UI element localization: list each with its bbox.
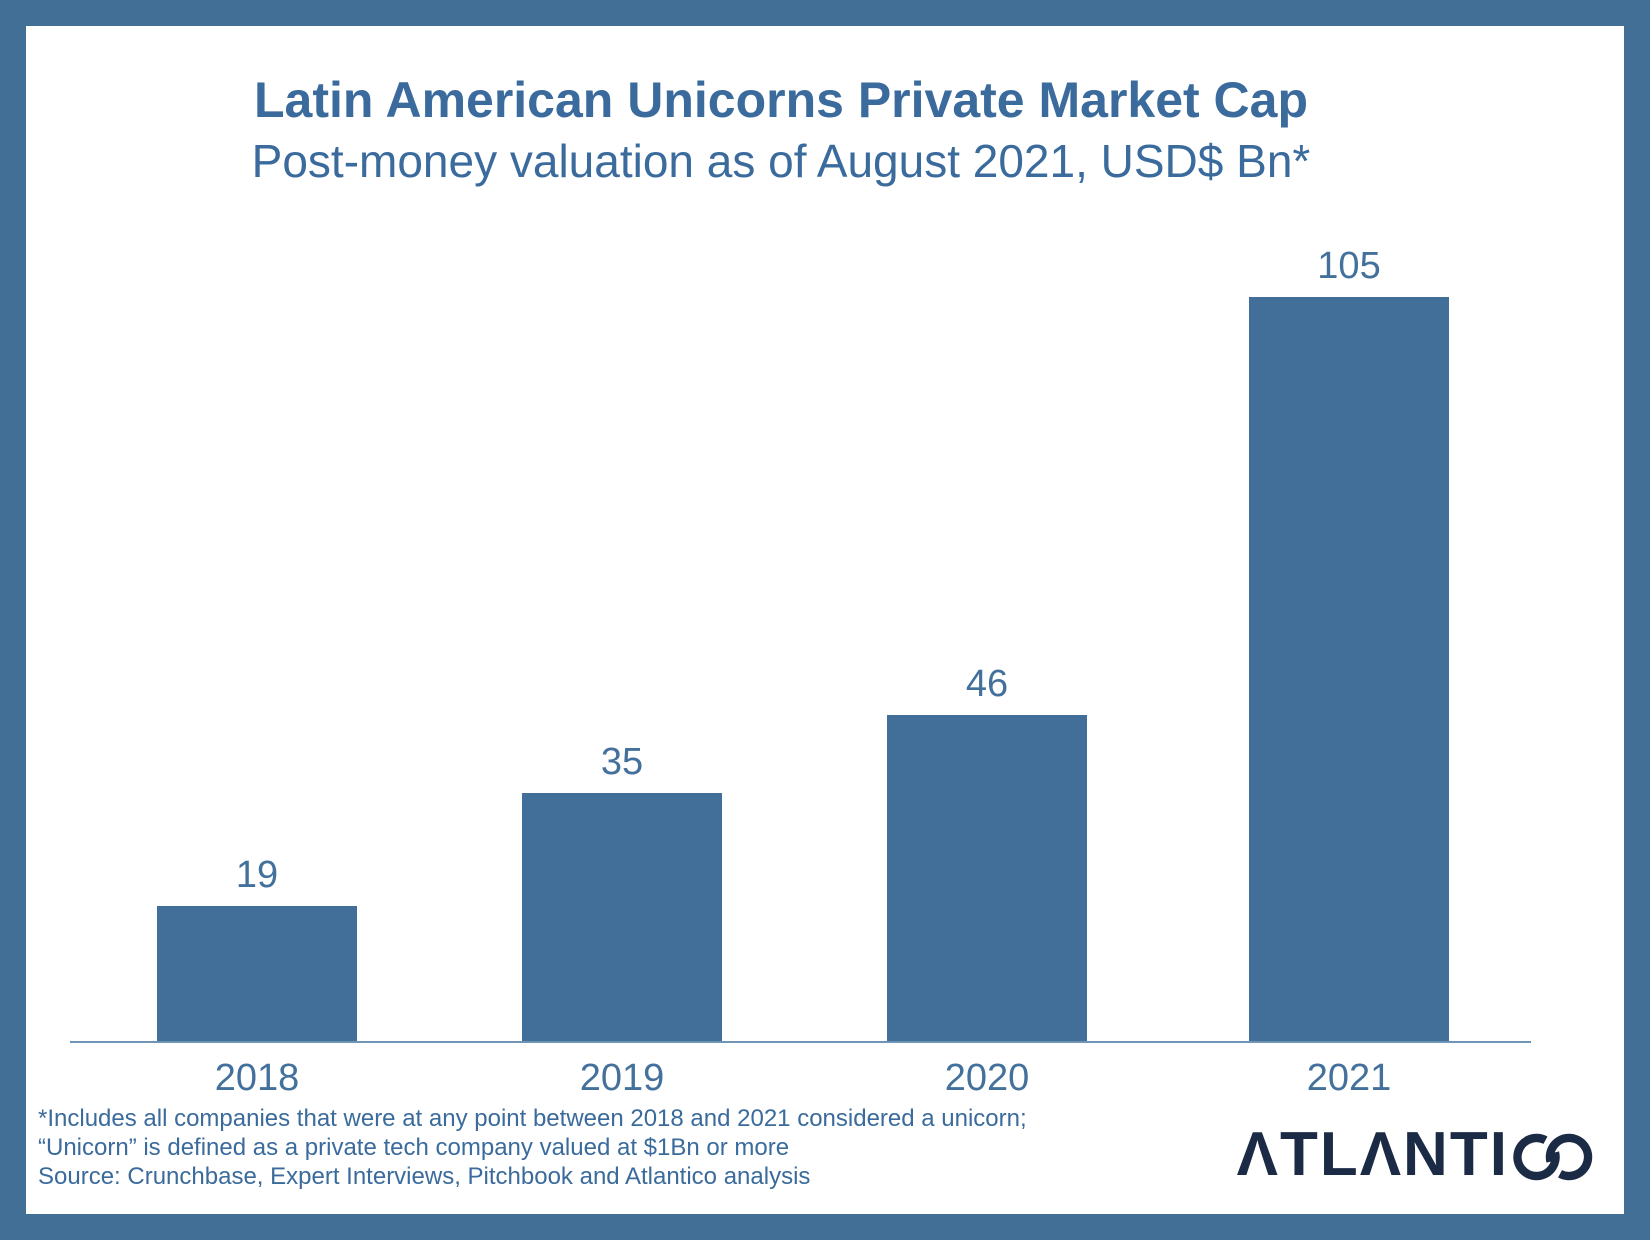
atlantico-logo: ΛTLΛNTI	[1237, 1124, 1593, 1186]
bar-2019	[522, 793, 722, 1041]
bar-value-label: 19	[235, 854, 279, 896]
chart-subtitle: Post-money valuation as of August 2021, …	[251, 135, 1311, 187]
footnotes: *Includes all companies that were at any…	[38, 1104, 1138, 1191]
x-tick-label: 2020	[944, 1057, 1030, 1099]
atlantico-logo-text: ΛTLΛNTI	[1236, 1120, 1509, 1189]
footnote-line-3: Source: Crunchbase, Expert Interviews, P…	[38, 1163, 811, 1190]
bar-2021	[1249, 297, 1449, 1041]
bar-2018	[157, 906, 357, 1041]
bar-chart: 19 35 46 105	[70, 245, 1531, 1043]
x-tick-label: 2021	[1306, 1057, 1392, 1099]
chart-title: Latin American Unicorns Private Market C…	[253, 72, 1309, 128]
footnote-line-2: “Unicorn” is defined as a private tech c…	[38, 1134, 790, 1161]
bar-value-label: 46	[965, 663, 1009, 705]
bar-value-label: 35	[600, 741, 644, 783]
bar-2020	[887, 715, 1087, 1041]
bar-value-label: 105	[1317, 245, 1381, 287]
footnote-line-1: *Includes all companies that were at any…	[38, 1105, 1027, 1132]
x-tick-label: 2019	[579, 1057, 665, 1099]
chart-header: Latin American Unicorns Private Market C…	[26, 70, 1624, 189]
x-tick-label: 2018	[214, 1057, 300, 1099]
x-axis-tick-labels: 2018 2019 2020 2021	[0, 1057, 1650, 1108]
atlantico-logo-co-mark	[1513, 1133, 1593, 1180]
x-axis-line	[70, 1041, 1531, 1043]
